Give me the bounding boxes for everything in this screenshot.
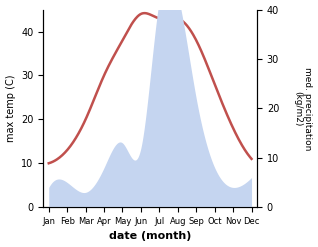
Y-axis label: med. precipitation
(kg/m2): med. precipitation (kg/m2): [293, 67, 313, 150]
X-axis label: date (month): date (month): [109, 231, 191, 242]
Y-axis label: max temp (C): max temp (C): [5, 75, 16, 142]
